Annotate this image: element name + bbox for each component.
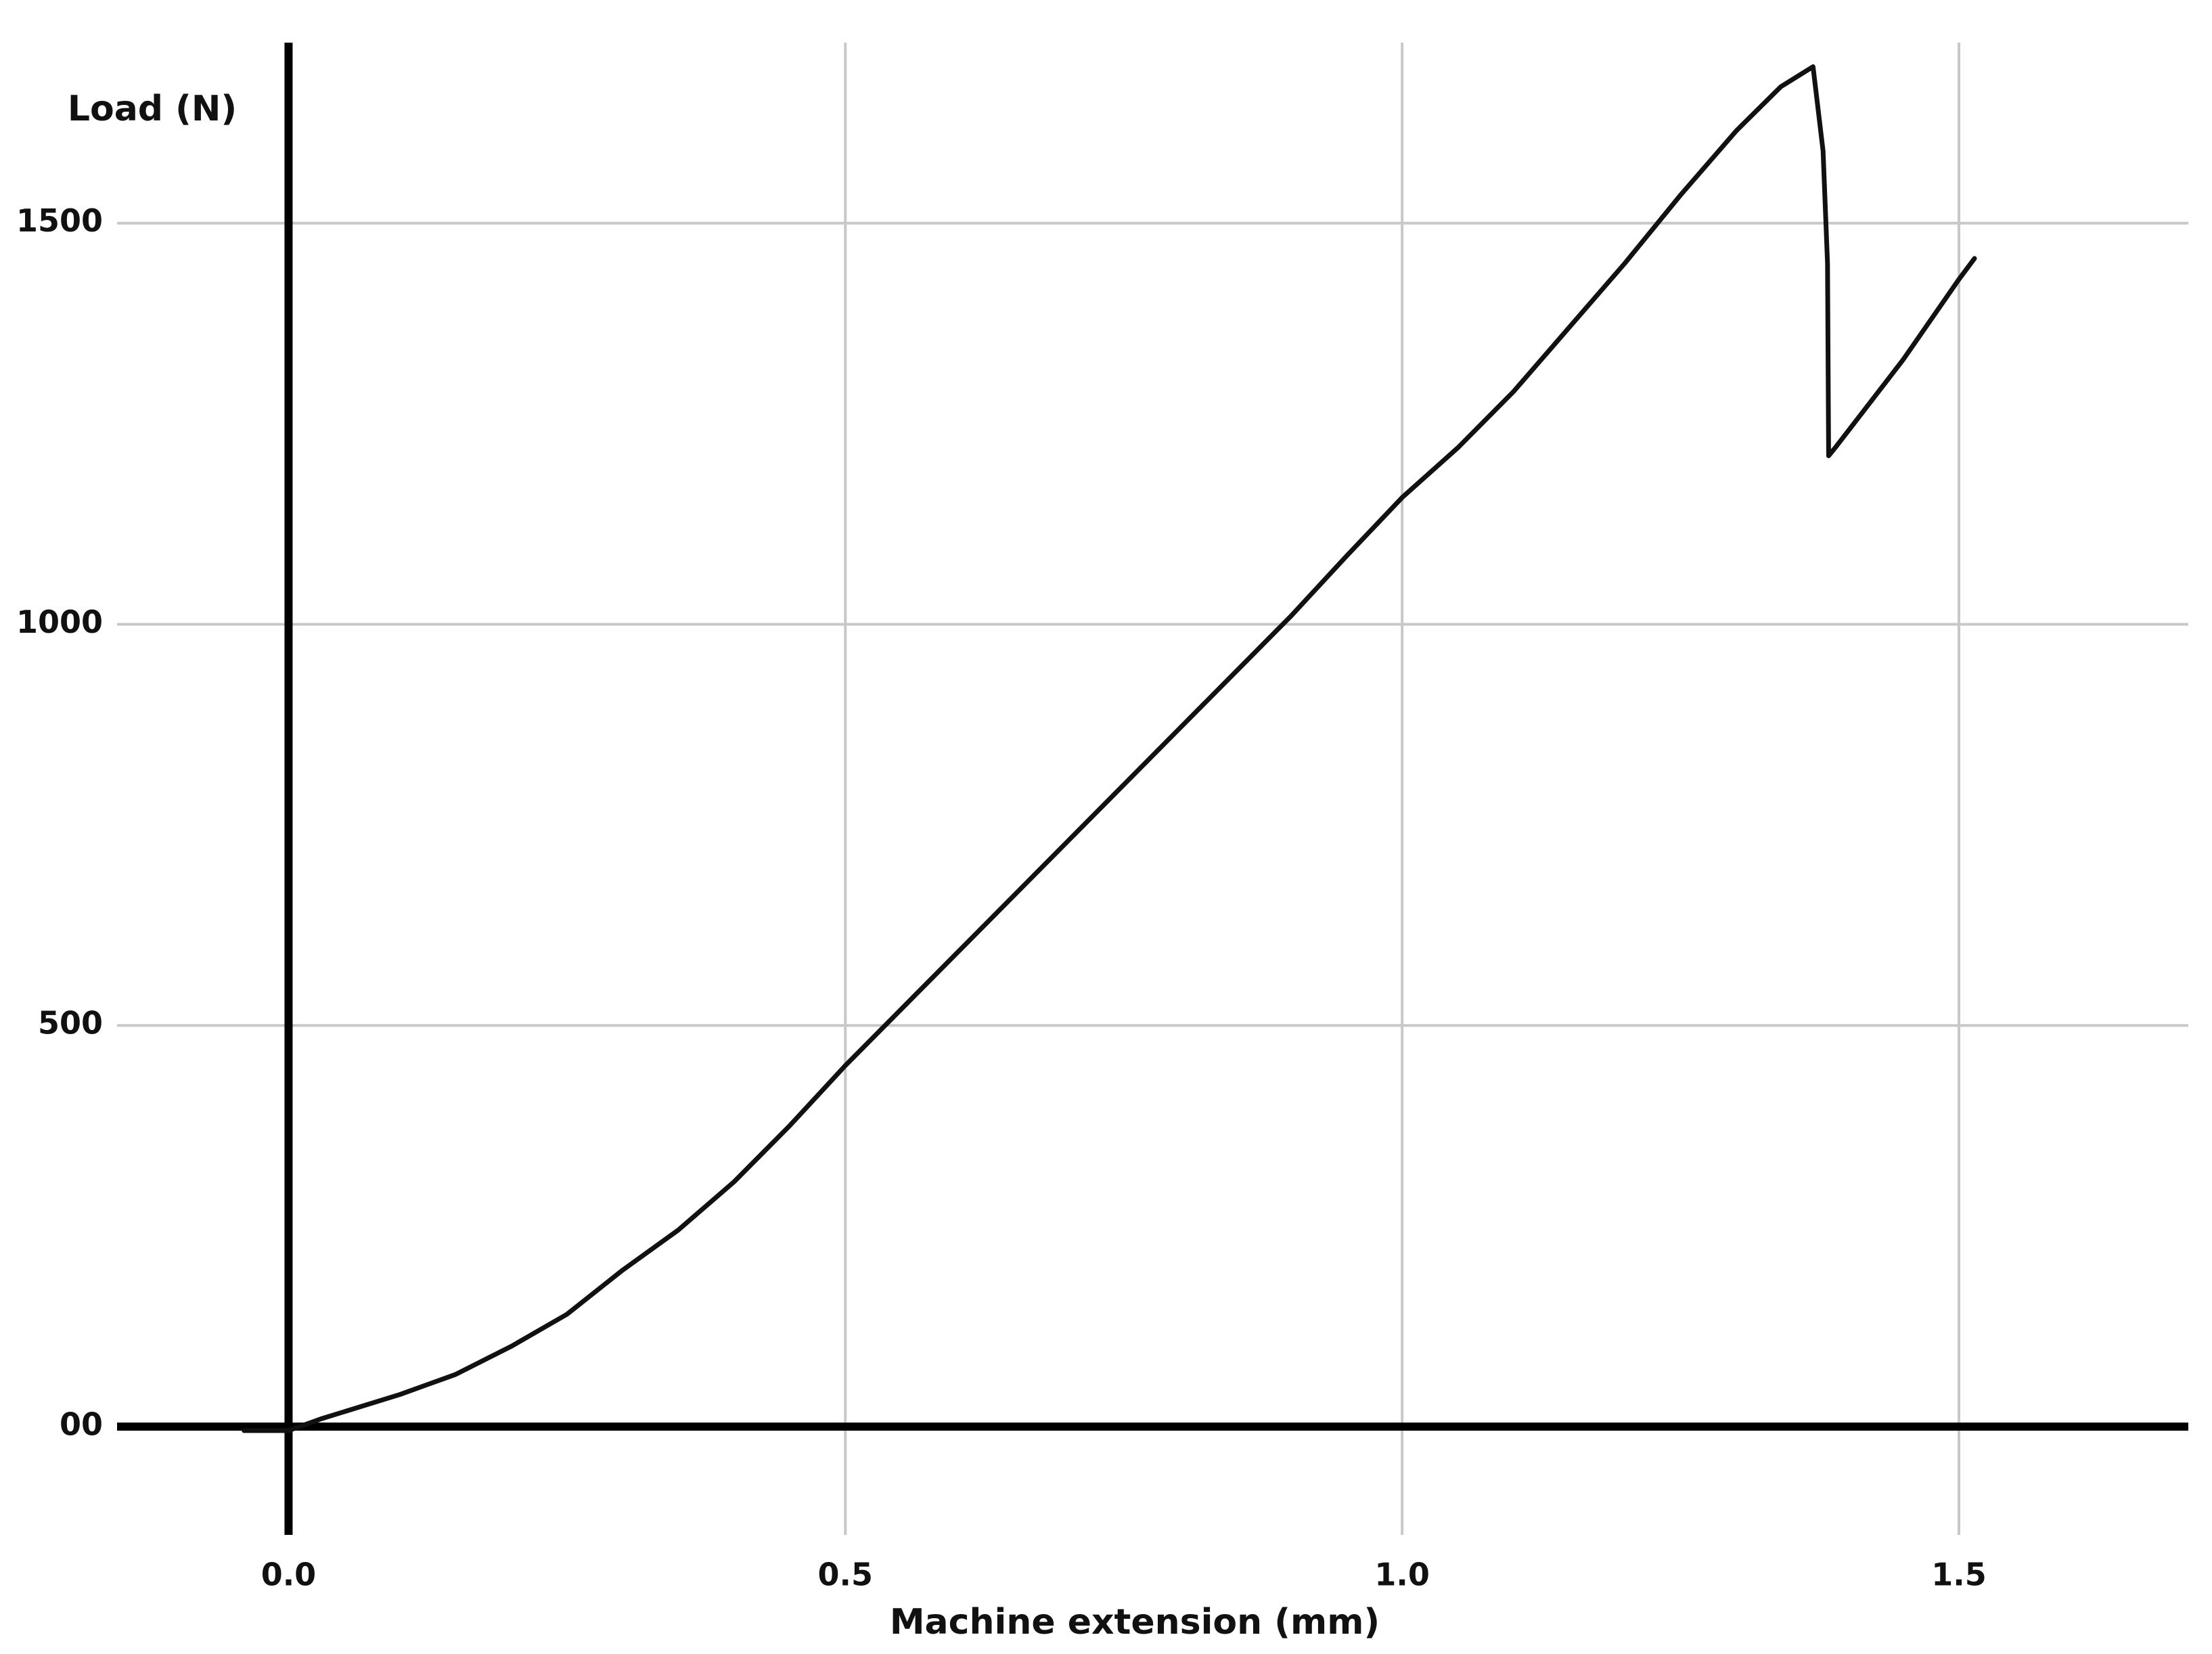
x-tick-label: 1.0 [1374,1557,1430,1593]
y-tick-label: 500 [38,1005,103,1042]
data-line [242,64,1977,1433]
x-tick-label: 0.0 [261,1557,317,1593]
y-tick-label: 1500 [16,202,103,239]
y-axis-label: Load (N) [68,89,237,129]
x-tick-label: 0.5 [818,1557,874,1593]
x-tick-label: 1.5 [1931,1557,1987,1593]
y-tick-label: 00 [60,1406,103,1442]
x-axis-label: Machine extension (mm) [890,1602,1380,1642]
y-tick-label: 1000 [16,604,103,640]
